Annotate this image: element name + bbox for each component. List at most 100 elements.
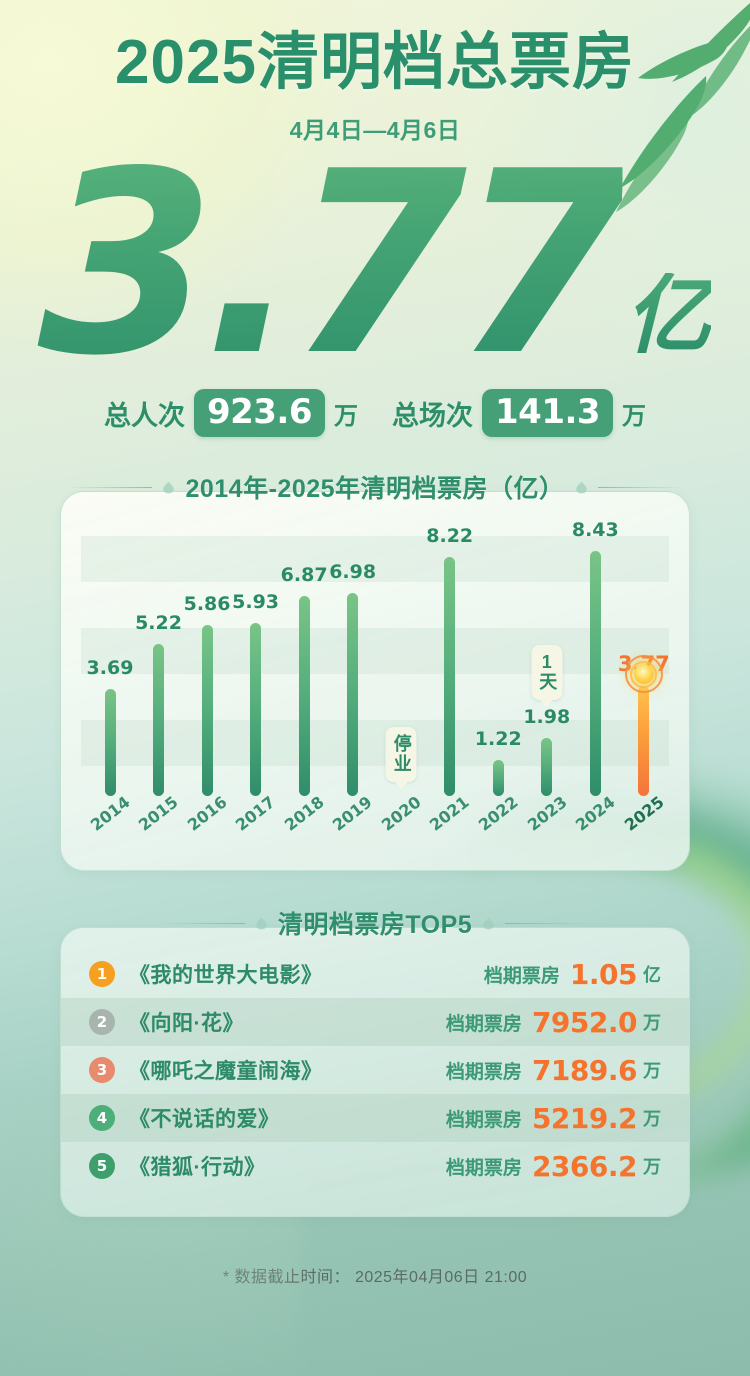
boxoffice-value: 7189.6	[531, 1053, 638, 1087]
boxoffice-label: 档期票房	[445, 1109, 522, 1131]
table-row[interactable]: 1 《我的世界大电影》 档期票房 1.05 亿	[61, 950, 689, 998]
bar	[153, 644, 165, 797]
date-range: 4月4日—4月6日	[289, 117, 461, 144]
top5-section-header: 清明档票房TOP5	[0, 905, 750, 941]
chart-value-label: 5.22	[135, 612, 182, 635]
chart-bar-2015: 5.22	[135, 536, 182, 797]
boxoffice-value: 1.05	[569, 957, 638, 991]
chart-plot-area: 3.69 5.22 5.86 5.93 6.87 6.98 停业 8.22 1.22 1.98 1天…	[86, 519, 670, 797]
movie-title: 《向阳·花》	[129, 1012, 244, 1036]
divider-right	[597, 486, 684, 488]
stat-label: 总场次	[392, 400, 473, 431]
table-row[interactable]: 5 《猎狐·行动》 档期票房 2366.2 万	[61, 1142, 689, 1190]
hero-number: 3.77	[36, 118, 624, 412]
chart-bar-2014: 3.69	[86, 536, 134, 797]
table-row[interactable]: 3 《哪吒之魔童闹海》 档期票房 7189.6 万	[61, 1046, 689, 1094]
boxoffice-label: 档期票房	[445, 1061, 522, 1083]
stat-value: 141.3	[482, 389, 614, 438]
chart-value-label: 6.98	[329, 561, 377, 584]
grid-band	[81, 720, 669, 767]
chart-bar-2016: 5.86	[184, 536, 231, 797]
chart-bar-2023: 1.98 1天	[523, 536, 571, 797]
divider-left	[66, 486, 153, 488]
divider-right	[505, 922, 592, 924]
chart-value-label: 8.43	[571, 519, 619, 542]
boxoffice-unit: 万	[643, 1157, 661, 1178]
rank-badge: 2	[89, 1009, 115, 1036]
leaf-icon	[163, 481, 175, 493]
chart-title: 2014年-2025年清明档票房（亿）	[185, 475, 565, 504]
stat-value: 923.6	[193, 389, 325, 438]
chart-value-label: 1.22	[474, 728, 522, 751]
x-axis-tick-2014: 2014	[86, 792, 134, 835]
bar	[589, 551, 601, 797]
boxoffice-label: 档期票房	[445, 1157, 522, 1179]
movie-title: 《不说话的爱》	[129, 1108, 280, 1132]
bar	[638, 686, 650, 797]
x-axis-tick-2019: 2019	[329, 792, 377, 835]
chart-value-label: 5.93	[232, 591, 280, 614]
leaf-icon	[483, 917, 494, 929]
bar	[104, 689, 116, 797]
footer-note: * 数据截止时间： 2025年04月06日 21:00	[222, 1269, 528, 1287]
divider-left	[158, 922, 245, 924]
hero-unit: 亿	[624, 268, 711, 365]
rank-badge: 5	[89, 1153, 115, 1180]
x-axis-tick-2024: 2024	[571, 792, 619, 835]
chart-x-axis: 2014 2015 2016 2017 2018 2019 2020 2021 2022 2023…	[86, 792, 668, 860]
chart-gridlines	[61, 536, 689, 796]
x-axis-tick-2023: 2023	[523, 792, 571, 835]
boxoffice-value: 2366.2	[531, 1149, 638, 1183]
summary-stats: 总人次 923.6 万 总场次 141.3 万	[0, 389, 750, 438]
stat-unit: 万	[334, 402, 358, 430]
x-axis-tick-2016: 2016	[183, 792, 231, 835]
chart-value-label: 1.98	[523, 706, 571, 729]
chart-bar-2018: 6.87	[281, 536, 328, 797]
bar	[492, 760, 504, 797]
table-row[interactable]: 2 《向阳·花》 档期票房 7952.0 万	[61, 998, 689, 1047]
boxoffice-bar-chart: 3.69 5.22 5.86 5.93 6.87 6.98 停业 8.22 1.22 1.98 1天…	[60, 491, 690, 872]
bar	[298, 596, 310, 797]
rank-badge: 4	[89, 1105, 115, 1132]
bar	[347, 593, 359, 797]
chart-bar-2024: 8.43	[572, 519, 619, 797]
stat-admissions: 总人次 923.6 万	[103, 389, 358, 438]
boxoffice-label: 档期票房	[483, 965, 560, 987]
chart-annotation-2020: 停业	[385, 726, 417, 783]
chart-highlight-marker	[621, 651, 667, 697]
stat-label: 总人次	[103, 400, 185, 431]
boxoffice-unit: 亿	[643, 965, 661, 986]
boxoffice-value: 5219.2	[531, 1101, 638, 1135]
movie-title: 《猎狐·行动》	[129, 1156, 266, 1180]
x-axis-tick-2017: 2017	[232, 792, 279, 835]
chart-bar-2021: 8.22	[426, 525, 473, 797]
boxoffice-unit: 万	[643, 1109, 661, 1130]
header: 2025清明档总票房 4月4日—4月6日	[0, 0, 750, 145]
boxoffice-value: 7952.0	[531, 1005, 638, 1039]
x-axis-tick-2018: 2018	[280, 792, 328, 835]
rank-badge: 1	[89, 961, 115, 988]
x-axis-tick-2025: 2025	[620, 792, 668, 835]
leaf-icon	[575, 481, 587, 493]
top5-list: 1 《我的世界大电影》 档期票房 1.05 亿 2 《向阳·花》 档期票房 7952.0 万 3 《哪…	[60, 927, 690, 1218]
page-title: 2025清明档总票房	[115, 28, 635, 97]
chart-annotation-2023: 1天	[531, 644, 563, 701]
movie-title: 《我的世界大电影》	[129, 964, 323, 988]
chart-bar-2025: 3.77	[618, 536, 670, 797]
bar	[201, 625, 213, 797]
x-axis-tick-2015: 2015	[135, 792, 182, 835]
rank-badge: 3	[89, 1057, 115, 1084]
boxoffice-unit: 万	[643, 1061, 661, 1082]
bar	[250, 623, 262, 797]
chart-value-label: 3.69	[86, 657, 134, 680]
table-row[interactable]: 4 《不说话的爱》 档期票房 5219.2 万	[61, 1094, 689, 1143]
total-boxoffice-hero: 3.77 亿	[0, 118, 750, 412]
grid-band	[81, 536, 669, 583]
x-axis-tick-2020: 2020	[377, 792, 425, 835]
boxoffice-unit: 万	[643, 1013, 661, 1034]
stat-screenings: 总场次 141.3 万	[392, 389, 646, 438]
bar	[541, 738, 553, 797]
x-axis-tick-2022: 2022	[474, 792, 522, 835]
leaf-icon	[256, 917, 267, 929]
chart-bar-2017: 5.93	[232, 536, 280, 797]
